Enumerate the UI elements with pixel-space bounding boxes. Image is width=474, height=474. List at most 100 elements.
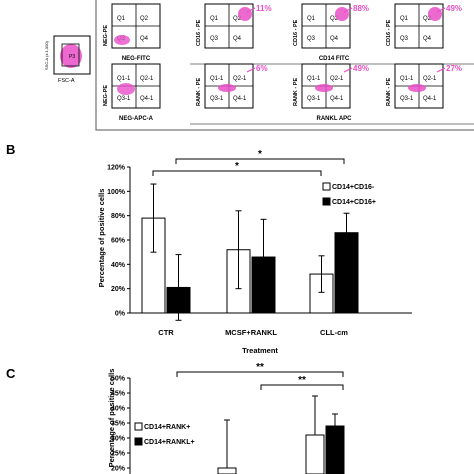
y-tick-label: 25% — [111, 451, 126, 458]
y-tick-label: 45% — [111, 391, 126, 398]
quadrant-label: Q1 — [400, 16, 409, 22]
flow-xlabel: CD14 FITC — [319, 56, 350, 62]
y-tick-label: 35% — [111, 421, 126, 428]
pct-arrow — [343, 67, 353, 73]
y-tick-label: 60% — [111, 238, 126, 245]
quadrant-label: Q4 — [330, 36, 339, 42]
quadrant-label: Q3-1 — [210, 96, 224, 102]
flow-plot: Q1 Q2 Q3 Q4 88% CD16 - PE CD14 FITC — [293, 3, 369, 62]
quadrant-label: Q1-1 — [400, 76, 414, 82]
quadrant-label: Q3-1 — [117, 96, 131, 102]
y-tick-label: 30% — [111, 436, 126, 443]
legend-label: CD14+RANKL+ — [144, 439, 195, 446]
y-tick-label: 120% — [107, 165, 126, 172]
quadrant-label: Q3 — [307, 36, 316, 42]
population-percentage: 49% — [353, 64, 369, 73]
flow-plot: Q1-1 Q2-1 Q3-1 Q4-1 NEG-PE NEG-APC-A — [103, 63, 161, 122]
flow-plot: Q1 Q2 Q3 Q4 11% CD16 - PE — [196, 3, 272, 49]
flow-plot: Q1-1 Q2-1 Q3-1 Q4-1 27% RANK - PE — [386, 63, 462, 109]
y-tick-label: 0% — [115, 311, 126, 318]
significance-marker: * — [258, 149, 262, 160]
cell-population — [408, 84, 426, 92]
quadrant-label: Q4-1 — [140, 96, 154, 102]
y-axis-label: Percentage of positive cells — [107, 369, 116, 468]
quadrant-label: Q1 — [210, 16, 219, 22]
y-tick-label: 100% — [107, 189, 126, 196]
significance-bracket — [175, 158, 345, 164]
population-percentage: 49% — [446, 4, 462, 13]
quadrant-label: Q2 — [423, 16, 432, 22]
flow-bracket — [95, 0, 474, 131]
quadrant-label: Q2-1 — [140, 76, 154, 82]
quadrant-label: Q4 — [423, 36, 432, 42]
gate-plot: P3 SSC-A (x 1,000) FSC-A — [44, 35, 91, 84]
y-axis-label: Percentage of positive cells — [97, 189, 106, 288]
quadrant-label: Q4-1 — [330, 96, 344, 102]
quadrant-label: Q2 — [233, 16, 242, 22]
bar — [325, 425, 345, 474]
quadrant-label: Q4 — [233, 36, 242, 42]
quadrant-label: Q2 — [330, 16, 339, 22]
x-tick-label: MCSF+RANKL — [225, 328, 277, 337]
flow-ylabel: NEG-PE — [103, 85, 109, 106]
bar — [305, 434, 325, 474]
quadrant-label: Q4-1 — [423, 96, 437, 102]
legend-swatch — [134, 437, 143, 446]
pct-arrow — [246, 7, 256, 13]
gate-ylabel: SSC-A (x 1,000) — [44, 40, 49, 70]
cell-population — [428, 7, 442, 21]
y-tick-label: 40% — [111, 406, 126, 413]
y-tick-label: 50% — [111, 376, 126, 383]
cell-population — [315, 84, 333, 92]
significance-marker: ** — [298, 375, 306, 386]
flow-plot: Q1 Q2 Q3 Q4 49% CD16 - PE — [386, 3, 462, 49]
legend-label: CD14+CD16- — [332, 184, 375, 191]
quadrant-label: Q1-1 — [210, 76, 224, 82]
significance-bracket — [152, 170, 322, 176]
x-tick-label: CLL-cm — [320, 328, 348, 337]
flow-ylabel: CD16 - PE — [196, 19, 202, 46]
quadrant-label: Q3 — [400, 36, 409, 42]
quadrant-label: Q3-1 — [307, 96, 321, 102]
population-percentage: 11% — [256, 4, 272, 13]
quadrant-label: Q3-1 — [400, 96, 414, 102]
quadrant-label: Q2-1 — [330, 76, 344, 82]
cell-population — [335, 7, 349, 21]
gate-label: P3 — [69, 54, 75, 60]
flow-xlabel: NEG-FITC — [122, 56, 151, 62]
quadrant-label: Q3 — [210, 36, 219, 42]
flow-ylabel: CD16 - PE — [293, 19, 299, 46]
y-tick-label: 20% — [111, 286, 126, 293]
quadrant-label: Q1-1 — [117, 76, 131, 82]
y-tick-label: 20% — [111, 466, 126, 473]
flow-plot: Q1-1 Q2-1 Q3-1 Q4-1 49% RANK - PE RANKL APC — [293, 63, 369, 122]
flow-ylabel: RANK - PE — [293, 78, 299, 106]
legend-swatch — [322, 182, 331, 191]
significance-bracket — [176, 371, 344, 377]
significance-marker: * — [235, 161, 239, 172]
population-percentage: 88% — [353, 4, 369, 13]
legend-label: CD14+RANK+ — [144, 424, 190, 431]
pct-arrow — [246, 67, 256, 73]
flow-xlabel: NEG-APC-A — [119, 116, 154, 122]
quadrant-label: Q2 — [140, 16, 149, 22]
x-axis-label: Treatment — [242, 346, 278, 355]
quadrant-label: Q4-1 — [233, 96, 247, 102]
y-tick-label: 80% — [111, 213, 126, 220]
flow-ylabel: RANK - PE — [196, 78, 202, 106]
gate-xlabel: FSC-A — [58, 78, 75, 84]
legend-label: CD14+CD16+ — [332, 199, 376, 206]
x-tick-label: CTR — [158, 328, 174, 337]
quadrant-label: Q1 — [307, 16, 316, 22]
bar — [217, 467, 237, 474]
cell-population — [114, 35, 130, 45]
quadrant-label: Q2-1 — [233, 76, 247, 82]
panel-label-b: B — [6, 142, 15, 157]
flow-plot: Q1-1 Q2-1 Q3-1 Q4-1 6% RANK - PE — [196, 63, 268, 109]
significance-bracket — [260, 384, 344, 390]
y-tick-label: 40% — [111, 262, 126, 269]
quadrant-label: Q2-1 — [423, 76, 437, 82]
flow-ylabel: CD16 - PE — [386, 19, 392, 46]
